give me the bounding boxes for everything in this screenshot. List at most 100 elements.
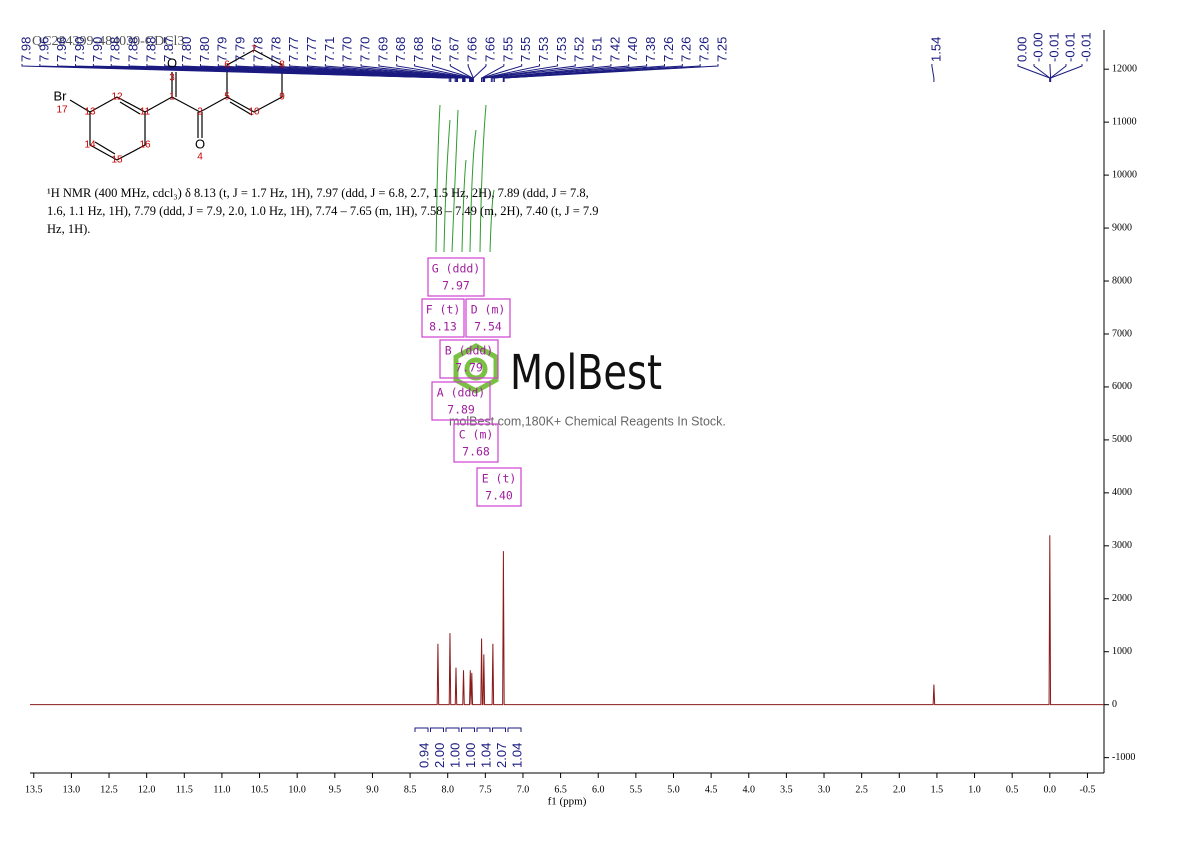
peak-connector [324, 64, 471, 82]
x-tick-label: 12.5 [100, 784, 118, 795]
peak-label: 7.87 [161, 37, 176, 62]
peak-label: 7.88 [143, 37, 158, 62]
atom-label: Br [54, 88, 68, 103]
multiplet-box [439, 339, 499, 379]
peak-label: 7.80 [179, 37, 194, 62]
peak-label: 7.90 [90, 37, 105, 62]
peak-label: -0.00 [1030, 32, 1045, 62]
peak-label: 7.68 [411, 37, 426, 62]
peak-label: 7.79 [233, 37, 248, 62]
atom-label: 10 [248, 107, 260, 118]
peak-label: 7.55 [518, 37, 533, 62]
peak-label: 7.96 [54, 37, 69, 62]
atom-label: 3 [169, 73, 175, 84]
peak-connector [1050, 64, 1083, 82]
multiplet-shift: 7.40 [485, 489, 513, 503]
integral-curves [435, 104, 495, 253]
multiplet-shift: 7.89 [447, 403, 475, 417]
peak-label: 7.68 [393, 37, 408, 62]
y-tick-label: 10000 [1112, 169, 1137, 180]
x-tick-label: 3.0 [818, 784, 831, 795]
x-tick-label: 5.5 [630, 784, 643, 795]
y-tick-label: -1000 [1112, 752, 1135, 763]
x-tick-label: 7.5 [479, 784, 492, 795]
x-axis-label: f1 (ppm) [548, 796, 587, 808]
peak-connector [449, 64, 474, 82]
integral-bracket [430, 727, 444, 732]
atom-label: 12 [111, 92, 123, 103]
integral-label: 2.07 [494, 743, 509, 768]
peak-connector [1017, 64, 1051, 82]
sample-title: QC284399-484030-CDCl3 [32, 34, 184, 49]
atom-label: 17 [56, 105, 68, 116]
integral-label: 1.04 [509, 743, 524, 768]
peak-label: -0.01 [1046, 32, 1061, 62]
x-tick-label: 12.0 [138, 784, 156, 795]
atom-label: 13 [84, 107, 96, 118]
peak-connector [481, 64, 523, 82]
peak-connector [482, 64, 558, 82]
atom-label: 9 [279, 92, 285, 103]
integral-bracket [476, 727, 491, 732]
atom-label: 2 [197, 107, 203, 118]
x-tick-label: 8.5 [404, 784, 417, 795]
integral-bracket [507, 727, 522, 732]
peak-label: 7.42 [607, 37, 622, 62]
x-tick-label: 11.5 [176, 784, 193, 795]
molecule-bonds [69, 49, 283, 161]
peak-connector [483, 64, 576, 82]
peak-label: 7.67 [447, 37, 462, 62]
peak-connector [360, 64, 471, 82]
peak-label: 7.78 [268, 37, 283, 62]
atom-label: 4 [197, 152, 203, 163]
integral-label: 0.94 [416, 743, 431, 768]
x-tick-label: 11.0 [213, 784, 230, 795]
peak-label: 7.26 [679, 37, 694, 62]
integral-bracket [492, 727, 506, 732]
peak-label: -0.01 [1078, 32, 1093, 62]
peak-connector [307, 64, 466, 82]
peak-label: -0.01 [1062, 32, 1077, 62]
multiplet-name: E (t) [482, 472, 517, 486]
peak-label: 7.77 [304, 37, 319, 62]
integral-label: 2.00 [432, 743, 447, 768]
peak-connector [503, 64, 719, 82]
integral-bracket [445, 727, 460, 732]
peak-label: 7.52 [572, 37, 587, 62]
peak-label: 7.67 [429, 37, 444, 62]
peak-connector [378, 64, 472, 82]
peak-connector [490, 64, 612, 82]
x-tick-label: 7.0 [517, 784, 530, 795]
x-tick-label: -0.5 [1080, 784, 1096, 795]
multiplet-box [465, 298, 511, 338]
x-tick-label: 6.0 [592, 784, 605, 795]
peak-label: 7.88 [126, 37, 141, 62]
peak-label: 7.55 [500, 37, 515, 62]
peak-label: 7.98 [18, 37, 33, 62]
peak-label: 7.53 [536, 37, 551, 62]
watermark-subtitle: molBest.com,180K+ Chemical Reagents In S… [449, 414, 726, 428]
peak-label: 7.90 [72, 37, 87, 62]
y-tick-label: 4000 [1112, 487, 1132, 498]
watermark-title: MolBest [510, 345, 662, 401]
x-tick-label: 4.0 [743, 784, 756, 795]
peak-connector [502, 64, 701, 82]
x-tick-label: 1.5 [931, 784, 944, 795]
x-tick-label: 0.0 [1044, 784, 1057, 795]
nmr-description: ¹H NMR (400 MHz, cdcl₃) δ 8.13 (t, J = 1… [47, 186, 599, 236]
x-tick-label: 2.5 [855, 784, 868, 795]
integral-label: 1.00 [447, 743, 462, 768]
peak-connector [235, 64, 465, 82]
y-tick-label: 6000 [1112, 381, 1132, 392]
multiplet-box [476, 467, 522, 507]
peak-label: 7.40 [625, 37, 640, 62]
y-tick-label: 7000 [1112, 328, 1132, 339]
spectrum-line [30, 535, 1104, 706]
atom-label: 14 [84, 140, 96, 151]
integral-label: 1.04 [478, 743, 493, 768]
peak-label: 7.80 [197, 37, 212, 62]
peak-label: 7.53 [554, 37, 569, 62]
y-tick-label: 12000 [1112, 63, 1137, 74]
peak-label: 7.25 [714, 37, 729, 62]
